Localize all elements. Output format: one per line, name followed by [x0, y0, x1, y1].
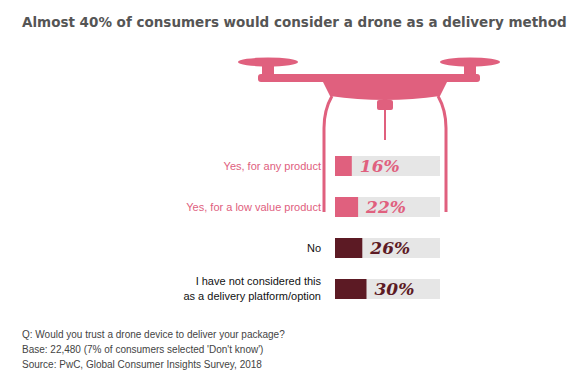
- svg-text:I have not considered thisas a: I have not considered thisas a delivery …: [183, 275, 321, 302]
- html-text:Base: 22,480 (7% of consumers: Base: 22,480 (7% of consumers selected '…: [22, 344, 264, 355]
- svg-text:Yes, for a low value product: Yes, for a low value product: [186, 201, 321, 213]
- svg-text:16%: 16%: [360, 156, 400, 176]
- svg-text:30%: 30%: [375, 279, 415, 299]
- html-text:Almost 40% of consumers would: Almost 40% of consumers would consider a…: [22, 14, 567, 30]
- svg-text:26%: 26%: [369, 238, 410, 258]
- svg-text:Yes, for any product: Yes, for any product: [224, 160, 321, 172]
- svg-text:22%: 22%: [365, 197, 406, 217]
- html-text:Q: Would you trust a drone dev: Q: Would you trust a drone device to del…: [22, 329, 285, 340]
- html-text:Source: PwC, Global Consumer I: Source: PwC, Global Consumer Insights Su…: [22, 359, 262, 370]
- svg-text:No: No: [307, 242, 321, 254]
